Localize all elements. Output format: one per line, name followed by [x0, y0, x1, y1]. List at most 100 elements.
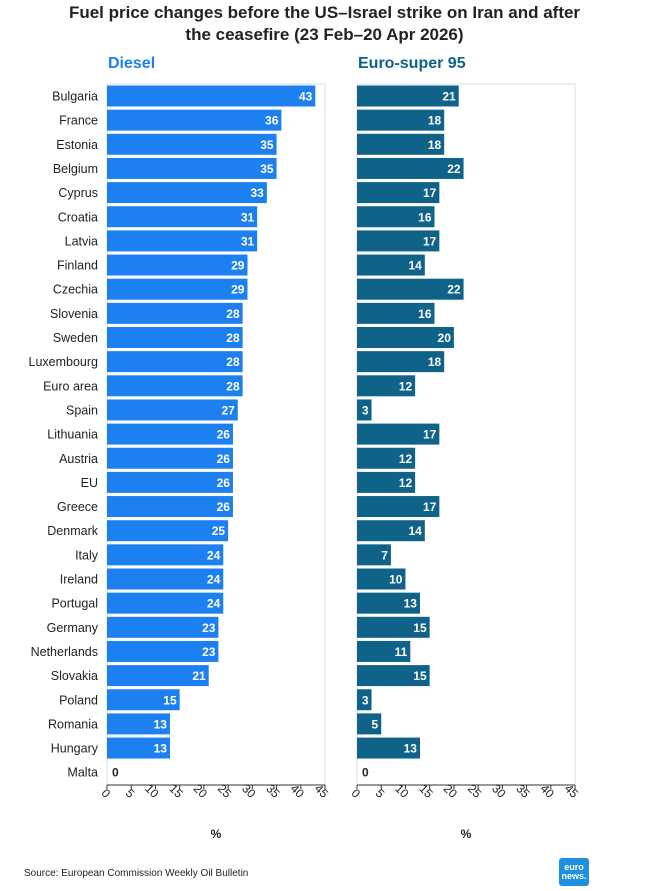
bar-value-label: 25 — [212, 524, 226, 538]
category-label: Cyprus — [58, 186, 98, 200]
bar-value-label: 13 — [154, 742, 168, 756]
bar — [107, 109, 282, 131]
bar-value-label: 23 — [202, 621, 216, 635]
series-heading: Euro-super 95 — [358, 55, 466, 72]
bar — [357, 471, 416, 493]
category-label: Bulgaria — [52, 90, 98, 104]
bar — [107, 568, 224, 590]
category-label: Spain — [66, 403, 98, 417]
bar — [107, 471, 233, 493]
bar — [357, 351, 445, 373]
bar — [107, 133, 277, 155]
x-tick-label: 5 — [123, 786, 138, 801]
category-label: Germany — [47, 621, 99, 635]
category-label: Malta — [67, 766, 98, 780]
bar — [107, 351, 243, 373]
x-tick-label: 0 — [348, 786, 363, 801]
bar-value-label: 24 — [207, 597, 221, 611]
bar-value-label: 35 — [260, 162, 274, 176]
bar — [357, 254, 425, 276]
category-label: Belgium — [53, 162, 98, 176]
category-label: Sweden — [53, 331, 98, 345]
bar — [357, 278, 464, 300]
chart-title-line1: Fuel price changes before the US–Israel … — [68, 3, 581, 22]
bar — [107, 230, 258, 252]
chart-title: Fuel price changes before the US–Israel … — [0, 2, 649, 46]
bar-value-label: 28 — [226, 379, 240, 393]
bar-value-label: 16 — [418, 210, 432, 224]
bar-value-label: 18 — [428, 138, 442, 152]
bar — [107, 713, 170, 735]
euronews-logo: euro news. — [559, 858, 589, 886]
bar — [107, 327, 243, 348]
bar — [107, 302, 243, 324]
bar — [357, 85, 459, 107]
series-heading: Diesel — [108, 55, 155, 72]
x-tick-label: 10 — [142, 781, 162, 801]
bar — [357, 616, 430, 638]
bar — [357, 109, 445, 131]
bar — [107, 737, 170, 759]
category-label: Greece — [57, 500, 98, 514]
x-tick-label: 20 — [191, 781, 211, 801]
bar-value-label: 43 — [299, 90, 313, 104]
x-tick-label: 20 — [441, 781, 461, 801]
bar — [357, 399, 372, 421]
x-tick-label: 5 — [373, 786, 388, 801]
bar — [107, 496, 233, 518]
bar-value-label: 11 — [395, 645, 408, 659]
bar — [107, 447, 233, 469]
bar — [107, 182, 267, 204]
bar-value-label: 26 — [217, 500, 231, 514]
category-label: Denmark — [47, 524, 98, 538]
bar-value-label: 12 — [399, 452, 413, 466]
bar-value-label: 21 — [192, 669, 206, 683]
category-label: France — [59, 114, 98, 128]
bar — [357, 665, 430, 687]
bar — [107, 592, 224, 614]
category-label: Romania — [48, 717, 98, 731]
x-tick-label: 45 — [312, 781, 332, 801]
bar-value-label: 10 — [389, 573, 403, 587]
bar — [357, 375, 416, 397]
bar-value-label: 17 — [423, 428, 437, 442]
bar — [107, 206, 258, 228]
category-label: Italy — [75, 548, 99, 562]
x-tick-label: 40 — [538, 781, 558, 801]
bar — [357, 327, 454, 348]
category-label: EU — [81, 476, 98, 490]
category-label: Slovenia — [50, 307, 98, 321]
bar — [357, 592, 420, 614]
bar — [357, 568, 406, 590]
bar-value-label: 0 — [362, 766, 369, 780]
bar — [107, 689, 180, 711]
x-tick-label: 30 — [239, 781, 259, 801]
bar — [357, 689, 372, 711]
bar — [107, 616, 219, 638]
x-axis-title: % — [211, 827, 222, 841]
category-label: Portugal — [51, 597, 98, 611]
bar-value-label: 26 — [217, 476, 231, 490]
category-label: Luxembourg — [29, 355, 99, 369]
bar — [107, 544, 224, 566]
category-label: Euro area — [43, 379, 98, 393]
bar-value-label: 27 — [221, 403, 235, 417]
bar-value-label: 31 — [241, 210, 255, 224]
category-label: Croatia — [58, 210, 98, 224]
bar-value-label: 12 — [399, 379, 413, 393]
bar-value-label: 0 — [112, 766, 119, 780]
bar-value-label: 13 — [404, 742, 418, 756]
bar — [357, 133, 445, 155]
source-note: Source: European Commission Weekly Oil B… — [24, 868, 249, 879]
bar — [357, 206, 435, 228]
bar — [357, 230, 440, 252]
category-label: Hungary — [51, 742, 99, 756]
bar — [357, 713, 382, 735]
x-tick-label: 35 — [263, 781, 283, 801]
category-label: Latvia — [65, 234, 98, 248]
bar-value-label: 20 — [438, 331, 452, 345]
category-label: Estonia — [56, 138, 98, 152]
bar — [107, 254, 248, 276]
bar-value-label: 24 — [207, 548, 221, 562]
